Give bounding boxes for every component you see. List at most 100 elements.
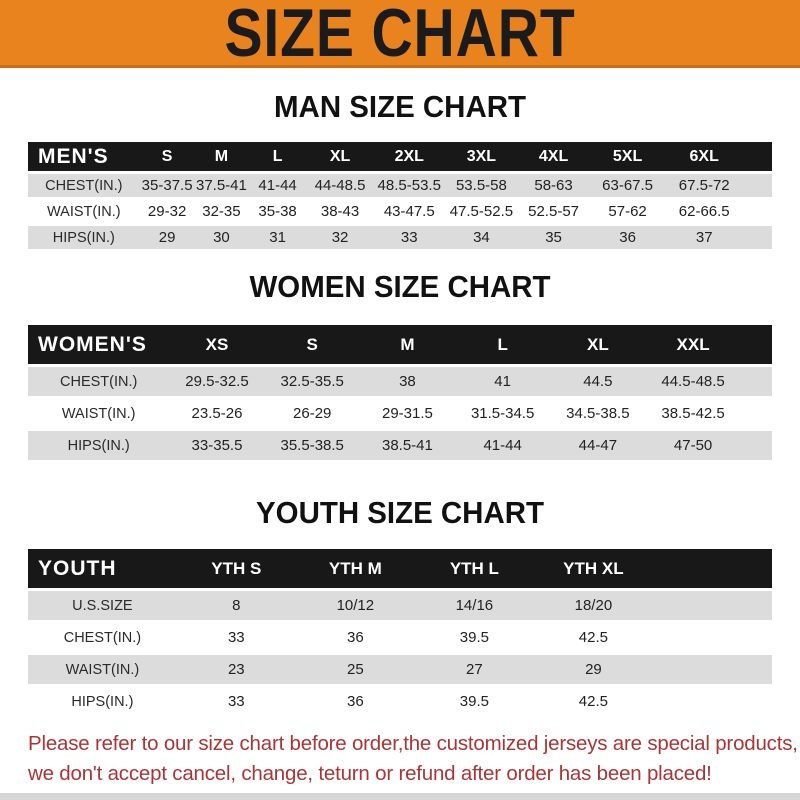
women-waist-row: WAIST(IN.) 23.5-26 26-29 29-31.5 31.5-34… (28, 399, 772, 428)
youth-size-chart-heading: YOUTH SIZE CHART (256, 495, 544, 530)
column-header: S (139, 142, 195, 171)
header-filler (740, 325, 772, 364)
size-cell: 47.5-52.5 (445, 200, 518, 223)
size-cell: 30 (194, 226, 249, 249)
row-filler (742, 226, 772, 249)
size-cell: 31 (248, 226, 307, 249)
size-cell: 23 (176, 655, 296, 684)
row-label: CHEST(IN.) (28, 367, 170, 396)
size-cell: 48.5-53.5 (373, 174, 446, 197)
row-filler (652, 687, 772, 716)
row-filler (740, 399, 772, 428)
size-cell: 38.5-41 (359, 431, 456, 460)
size-cell: 29-31.5 (359, 399, 456, 428)
size-cell: 44.5 (550, 367, 646, 396)
size-cell: 57-62 (589, 200, 666, 223)
column-header: M (194, 142, 249, 171)
size-chart-banner: SIZE CHART (0, 0, 800, 68)
row-filler (652, 591, 772, 620)
men-table-corner-label: MEN'S (28, 142, 140, 171)
row-filler (742, 174, 772, 197)
column-header: YTH L (414, 549, 534, 588)
men-hips-row: HIPS(IN.) 29 30 31 32 33 34 35 36 37 (28, 226, 772, 249)
row-label: CHEST(IN.) (28, 174, 140, 197)
size-cell: 8 (176, 591, 296, 620)
size-cell: 33 (176, 687, 296, 716)
column-header: 6XL (665, 142, 743, 171)
header-filler (742, 142, 772, 171)
column-header: M (359, 325, 456, 364)
youth-hips-row: HIPS(IN.) 33 36 39.5 42.5 (28, 687, 772, 716)
disclaimer-line-1: Please refer to our size chart before or… (28, 732, 798, 755)
size-cell: 26-29 (264, 399, 360, 428)
size-cell: 35.5-38.5 (264, 431, 360, 460)
size-cell: 32-35 (194, 200, 249, 223)
women-size-table: WOMEN'S XS S M L XL XXL CHEST(IN.) 29.5-… (28, 322, 772, 463)
women-table-header-row: WOMEN'S XS S M L XL XXL (28, 325, 772, 364)
women-hips-row: HIPS(IN.) 33-35.5 35.5-38.5 38.5-41 41-4… (28, 431, 772, 460)
size-cell: 41 (455, 367, 551, 396)
youth-table-corner-label: YOUTH (28, 549, 177, 588)
women-chest-row: CHEST(IN.) 29.5-32.5 32.5-35.5 38 41 44.… (28, 367, 772, 396)
row-label: WAIST(IN.) (28, 200, 140, 223)
youth-size-chart-section: YOUTH SIZE CHART YOUTH YTH S YTH M YTH L… (0, 496, 800, 719)
size-cell: 37.5-41 (194, 174, 249, 197)
column-header: XXL (645, 325, 741, 364)
column-header: XL (550, 325, 646, 364)
size-cell: 38 (359, 367, 456, 396)
column-header: 4XL (517, 142, 590, 171)
disclaimer-text: Please refer to our size chart before or… (28, 729, 800, 789)
man-size-chart-heading: MAN SIZE CHART (274, 89, 526, 124)
women-size-chart-section: WOMEN SIZE CHART WOMEN'S XS S M L XL XXL (0, 270, 800, 463)
size-cell: 36 (589, 226, 666, 249)
size-cell: 34.5-38.5 (550, 399, 646, 428)
size-cell: 31.5-34.5 (455, 399, 551, 428)
youth-ussize-row: U.S.SIZE 8 10/12 14/16 18/20 (28, 591, 772, 620)
size-cell: 39.5 (414, 623, 534, 652)
row-filler (652, 623, 772, 652)
size-cell: 44-48.5 (306, 174, 374, 197)
youth-chest-row: CHEST(IN.) 33 36 39.5 42.5 (28, 623, 772, 652)
column-header: XL (306, 142, 374, 171)
column-header: 2XL (373, 142, 446, 171)
size-cell: 23.5-26 (169, 399, 265, 428)
size-cell: 35-38 (248, 200, 307, 223)
men-table-header-row: MEN'S S M L XL 2XL 3XL 4XL 5XL 6XL (28, 142, 772, 171)
youth-waist-row: WAIST(IN.) 23 25 27 29 (28, 655, 772, 684)
men-waist-row: WAIST(IN.) 29-32 32-35 35-38 38-43 43-47… (28, 200, 772, 223)
size-cell: 33 (373, 226, 446, 249)
size-cell: 32 (306, 226, 374, 249)
size-cell: 44-47 (550, 431, 646, 460)
column-header: XS (169, 325, 265, 364)
size-cell: 62-66.5 (665, 200, 743, 223)
column-header: S (264, 325, 360, 364)
footer-strip (0, 793, 800, 800)
men-size-table: MEN'S S M L XL 2XL 3XL 4XL 5XL 6XL CHEST… (28, 139, 772, 252)
size-cell: 33 (176, 623, 296, 652)
size-cell: 41-44 (248, 174, 307, 197)
size-cell: 42.5 (533, 623, 653, 652)
row-label: WAIST(IN.) (28, 399, 170, 428)
row-label: HIPS(IN.) (28, 226, 140, 249)
size-cell: 32.5-35.5 (264, 367, 360, 396)
women-size-chart-heading: WOMEN SIZE CHART (249, 269, 551, 304)
men-chest-row: CHEST(IN.) 35-37.5 37.5-41 41-44 44-48.5… (28, 174, 772, 197)
disclaimer-line-2: we don't accept cancel, change, teturn o… (28, 762, 712, 785)
row-label: CHEST(IN.) (28, 623, 177, 652)
size-cell: 14/16 (414, 591, 534, 620)
column-header: 5XL (589, 142, 666, 171)
row-filler (652, 655, 772, 684)
column-header: L (248, 142, 307, 171)
size-cell: 25 (295, 655, 415, 684)
size-cell: 34 (445, 226, 518, 249)
row-filler (740, 367, 772, 396)
size-cell: 18/20 (533, 591, 653, 620)
size-cell: 53.5-58 (445, 174, 518, 197)
size-cell: 44.5-48.5 (645, 367, 741, 396)
column-header: YTH M (295, 549, 415, 588)
women-table-corner-label: WOMEN'S (28, 325, 170, 364)
size-cell: 29.5-32.5 (169, 367, 265, 396)
row-label: U.S.SIZE (28, 591, 177, 620)
column-header: YTH XL (533, 549, 653, 588)
